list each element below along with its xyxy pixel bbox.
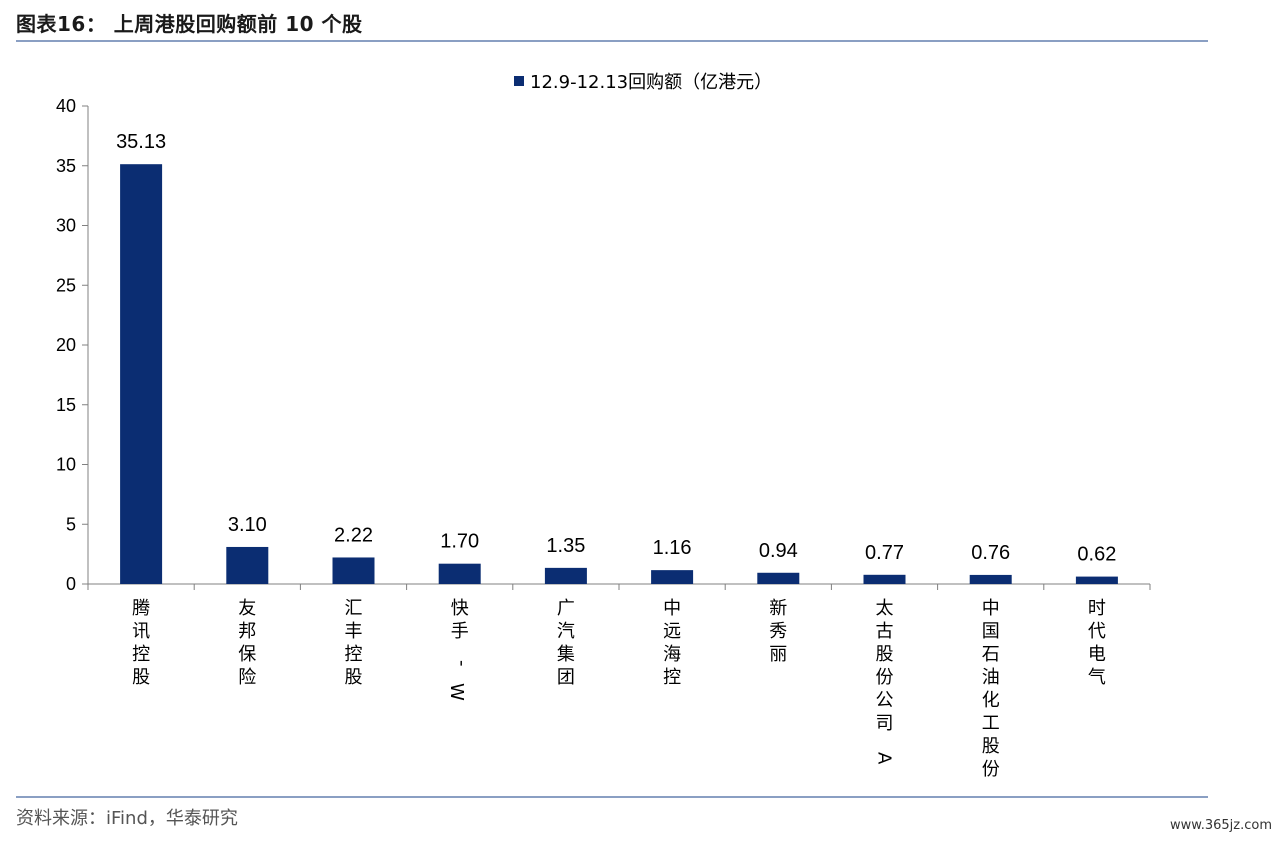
bar — [332, 557, 375, 584]
category-label: 中远海控 — [663, 598, 681, 688]
bar-chart: 12.9-12.13回购额（亿港元） 0 5 10 15 20 25 30 35 40 35.1… — [56, 72, 1151, 780]
data-label: 1.35 — [546, 535, 585, 557]
data-label: 0.76 — [971, 542, 1010, 564]
data-label: 3.10 — [228, 514, 267, 536]
legend-swatch — [514, 76, 524, 86]
category-label: 太古股份公司 A — [873, 598, 894, 765]
source-note: 资料来源：iFind，华泰研究 — [16, 808, 238, 829]
top-divider — [16, 40, 1208, 42]
data-labels: 35.13 3.10 2.22 1.70 1.35 1.16 0.94 0.77 0.76 0.6… — [116, 131, 1116, 565]
y-tick-label: 30 — [56, 216, 76, 236]
legend: 12.9-12.13回购额（亿港元） — [514, 72, 772, 93]
data-label: 1.16 — [653, 537, 692, 559]
bar — [120, 164, 163, 584]
bar — [969, 574, 1012, 584]
bottom-divider — [16, 796, 1208, 798]
data-label: 1.70 — [440, 531, 479, 553]
category-label: 中国石油化工股份 — [982, 598, 1000, 780]
category-label: 新秀丽 — [769, 598, 787, 665]
y-tick-label: 25 — [56, 275, 76, 295]
y-tick-label: 5 — [66, 514, 76, 534]
y-tick-label: 0 — [66, 574, 76, 594]
data-label: 2.22 — [334, 524, 373, 546]
figure-title: 图表16： 上周港股回购额前 10 个股 — [16, 12, 363, 36]
category-labels: 腾讯控股 友邦保险 汇丰控股 快手-W 广汽集团 中远海控 新秀丽 太古股份公司 A 中国石油化工… — [132, 598, 1106, 780]
y-tick-label: 15 — [56, 395, 76, 415]
bar — [1075, 576, 1118, 584]
y-tick-label: 35 — [56, 156, 76, 176]
data-label: 0.77 — [865, 542, 904, 564]
category-label: 时代电气 — [1088, 598, 1106, 688]
y-tick-label: 20 — [56, 335, 76, 355]
bar — [863, 574, 906, 584]
bar — [226, 546, 269, 584]
legend-label: 12.9-12.13回购额（亿港元） — [530, 72, 772, 93]
category-label: 腾讯控股 — [132, 598, 150, 688]
bar — [757, 572, 800, 584]
y-tick-label: 10 — [56, 455, 76, 475]
y-tick-label: 40 — [56, 96, 76, 116]
category-label: 快手-W — [446, 598, 473, 701]
category-label: 广汽集团 — [557, 598, 575, 688]
bar — [438, 563, 481, 584]
category-label: 友邦保险 — [238, 598, 256, 688]
axes: 0 5 10 15 20 25 30 35 40 — [56, 96, 1151, 594]
bar — [544, 567, 587, 584]
data-label: 0.94 — [759, 540, 798, 562]
bars — [120, 164, 1118, 584]
bar — [651, 570, 694, 584]
data-label: 35.13 — [116, 131, 166, 153]
category-label: 汇丰控股 — [345, 598, 363, 688]
data-label: 0.62 — [1077, 544, 1116, 566]
watermark: www.365jz.com — [1170, 818, 1272, 833]
